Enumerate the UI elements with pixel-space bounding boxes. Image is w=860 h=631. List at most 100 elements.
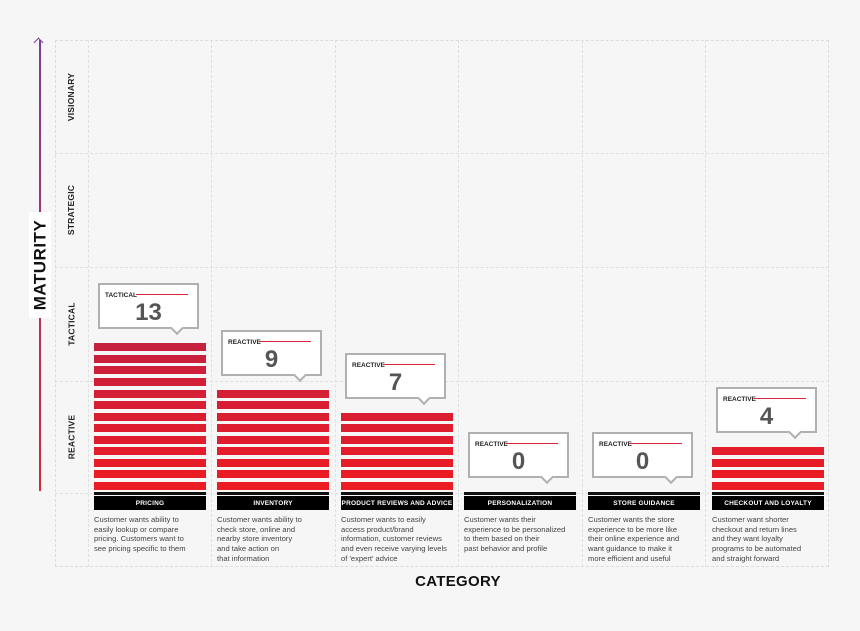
description-line: of 'expert' advice	[341, 553, 398, 563]
bar-segment	[341, 447, 453, 456]
bar-segment	[217, 470, 329, 479]
count-value: 4	[759, 403, 774, 431]
accent-rule	[136, 294, 188, 296]
y-axis-title: MATURITY	[29, 212, 51, 318]
count-value: 9	[264, 345, 279, 373]
bar-segment	[712, 481, 824, 490]
description-line: more efficient and useful	[588, 553, 671, 563]
bar-baseline	[341, 492, 453, 495]
value-callout: REACTIVE 0	[468, 432, 569, 485]
description-line: and even receive varying levels	[341, 544, 447, 554]
bar-segment	[341, 481, 453, 490]
category-description: Customer wants their experience to be per…	[464, 515, 589, 554]
category-label: PRICING	[94, 496, 206, 510]
x-axis-title: CATEGORY	[415, 573, 501, 590]
grid-line	[55, 267, 829, 268]
maturity-level-label: REACTIVE	[475, 441, 508, 448]
bar-segment	[341, 412, 453, 421]
description-line: Customer wants their	[464, 515, 536, 524]
bar-baseline	[464, 492, 576, 495]
description-line: want guidance to make it	[588, 544, 673, 554]
bar-segment	[341, 424, 453, 433]
category-description: Customer wants ability to check store, on…	[217, 515, 342, 564]
description-line: past behavior and profile	[464, 544, 548, 554]
bar-segment	[94, 424, 206, 433]
bar-segment	[94, 458, 206, 467]
count-value: 0	[635, 448, 650, 475]
bar-segment	[94, 354, 206, 363]
bar-segment	[217, 481, 329, 490]
description-line: programs to be automated	[712, 544, 802, 554]
description-line: Customer wants the store	[588, 515, 675, 524]
description-line: and take action on	[217, 544, 280, 554]
grid-line	[705, 40, 706, 567]
category-description: Customer wants ability to easily lookup o…	[94, 515, 219, 554]
category-column: INVENTORY Customer wants ability to check …	[217, 0, 329, 631]
bar-segment	[712, 447, 824, 456]
grid-line	[211, 40, 212, 567]
category-label: STORE GUIDANCE	[588, 496, 700, 510]
description-line: Customer wants ability to	[94, 515, 179, 524]
row-label-visionary: VISIONARY	[66, 72, 77, 121]
bar-segment	[217, 412, 329, 421]
grid-line	[335, 40, 336, 567]
bar-baseline	[94, 492, 206, 495]
bar-segment	[341, 435, 453, 444]
category-label: PRODUCT REVIEWS AND ADVICE	[341, 496, 453, 510]
category-label: CHECKOUT AND LOYALTY	[712, 496, 824, 510]
bar-segment	[712, 470, 824, 479]
description-line: Customer wants ability to	[217, 515, 302, 524]
value-callout: TACTICAL 13	[98, 283, 199, 336]
description-line: Customer wants to easily	[341, 515, 426, 524]
description-line: see pricing specific to them	[94, 544, 186, 554]
description-line: and they want loyalty	[712, 534, 783, 544]
description-line: easily lookup or compare	[94, 524, 179, 534]
grid-line	[582, 40, 583, 567]
bar-segment	[94, 447, 206, 456]
count-value: 13	[135, 299, 162, 327]
maturity-level-label: TACTICAL	[105, 292, 138, 300]
value-callout: REACTIVE 7	[345, 352, 446, 405]
description-line: nearby store inventory	[217, 534, 293, 544]
arrow-up-icon	[33, 37, 44, 48]
maturity-level-label: REACTIVE	[599, 441, 632, 448]
value-callout: REACTIVE 4	[716, 387, 817, 440]
bar-segment	[94, 378, 206, 386]
bar-segment	[217, 435, 329, 444]
bar-segment	[341, 470, 453, 479]
bar-segment	[341, 458, 453, 467]
bar-segment	[217, 389, 329, 398]
bar-segment	[712, 458, 824, 467]
accent-rule	[259, 340, 311, 342]
category-label: PERSONALIZATION	[464, 496, 576, 510]
description-line: information, customer reviews	[341, 534, 442, 544]
bar-segment	[94, 401, 206, 410]
category-description: Customer wants to easily access product/b…	[341, 515, 466, 564]
category-label: INVENTORY	[217, 496, 329, 510]
category-column: PRODUCT REVIEWS AND ADVICE Customer wants…	[341, 0, 453, 631]
value-callout: REACTIVE 0	[592, 432, 693, 485]
category-column: PERSONALIZATION Customer wants their exper…	[464, 0, 576, 631]
bar-segment	[217, 447, 329, 456]
description-line: and straight forward	[712, 553, 780, 563]
category-description: Customer wants the store experience to be…	[588, 515, 713, 564]
bar-baseline	[217, 492, 329, 495]
description-line: that information	[217, 553, 270, 563]
accent-rule	[754, 398, 806, 400]
row-label-strategic: STRATEGIC	[66, 184, 77, 236]
grid-line	[88, 40, 89, 567]
row-label-reactive: REACTIVE	[66, 414, 77, 460]
chart-grid	[55, 40, 829, 567]
description-line: pricing. Customers want to	[94, 534, 184, 544]
category-column: PRICING Customer wants ability to easily l…	[94, 0, 206, 631]
maturity-level-label: REACTIVE	[723, 396, 756, 404]
value-callout: REACTIVE 9	[221, 329, 322, 382]
description-line: experience to be personalized	[464, 524, 566, 534]
grid-line	[55, 153, 829, 154]
bar-segment	[94, 389, 206, 398]
count-value: 7	[388, 368, 403, 396]
accent-rule	[630, 443, 682, 444]
bar-segment	[94, 412, 206, 421]
description-line: experience to be more like	[588, 524, 678, 534]
description-line: their online experience and	[588, 534, 680, 544]
